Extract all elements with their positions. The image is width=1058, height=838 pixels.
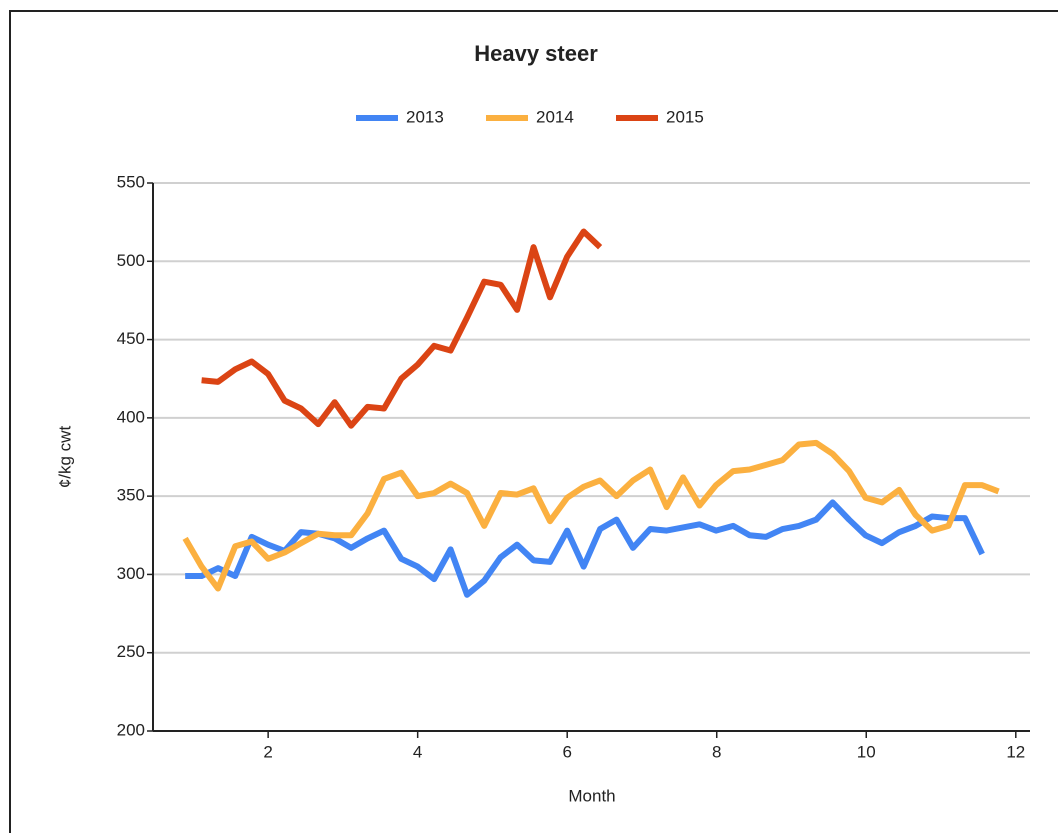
x-tick-label: 2	[263, 742, 272, 761]
x-tick-label: 4	[413, 742, 422, 761]
y-tick-label: 500	[117, 251, 145, 270]
legend-label: 2014	[536, 107, 574, 126]
frame	[9, 10, 1058, 838]
x-tick-label: 10	[857, 742, 876, 761]
line	[201, 228, 603, 429]
y-tick-label: 400	[117, 407, 145, 426]
x-tick-label: 12	[1006, 742, 1025, 761]
x-tick-label: 6	[562, 742, 571, 761]
y-tick-label: 200	[117, 720, 145, 739]
y-axis-label: ¢/kg cwt	[55, 426, 74, 489]
y-tick-label: 550	[117, 172, 145, 191]
y-tick-label: 300	[117, 564, 145, 583]
x-axis-label: Month	[568, 786, 615, 805]
y-tick-label: 250	[117, 642, 145, 661]
x-tick-label: 8	[712, 742, 721, 761]
legend-label: 2013	[406, 107, 444, 126]
line	[182, 439, 1000, 592]
legend-label: 2015	[666, 107, 704, 126]
y-tick-label: 350	[117, 486, 145, 505]
chart-title: Heavy steer	[474, 41, 598, 66]
y-tick-label: 450	[117, 329, 145, 348]
